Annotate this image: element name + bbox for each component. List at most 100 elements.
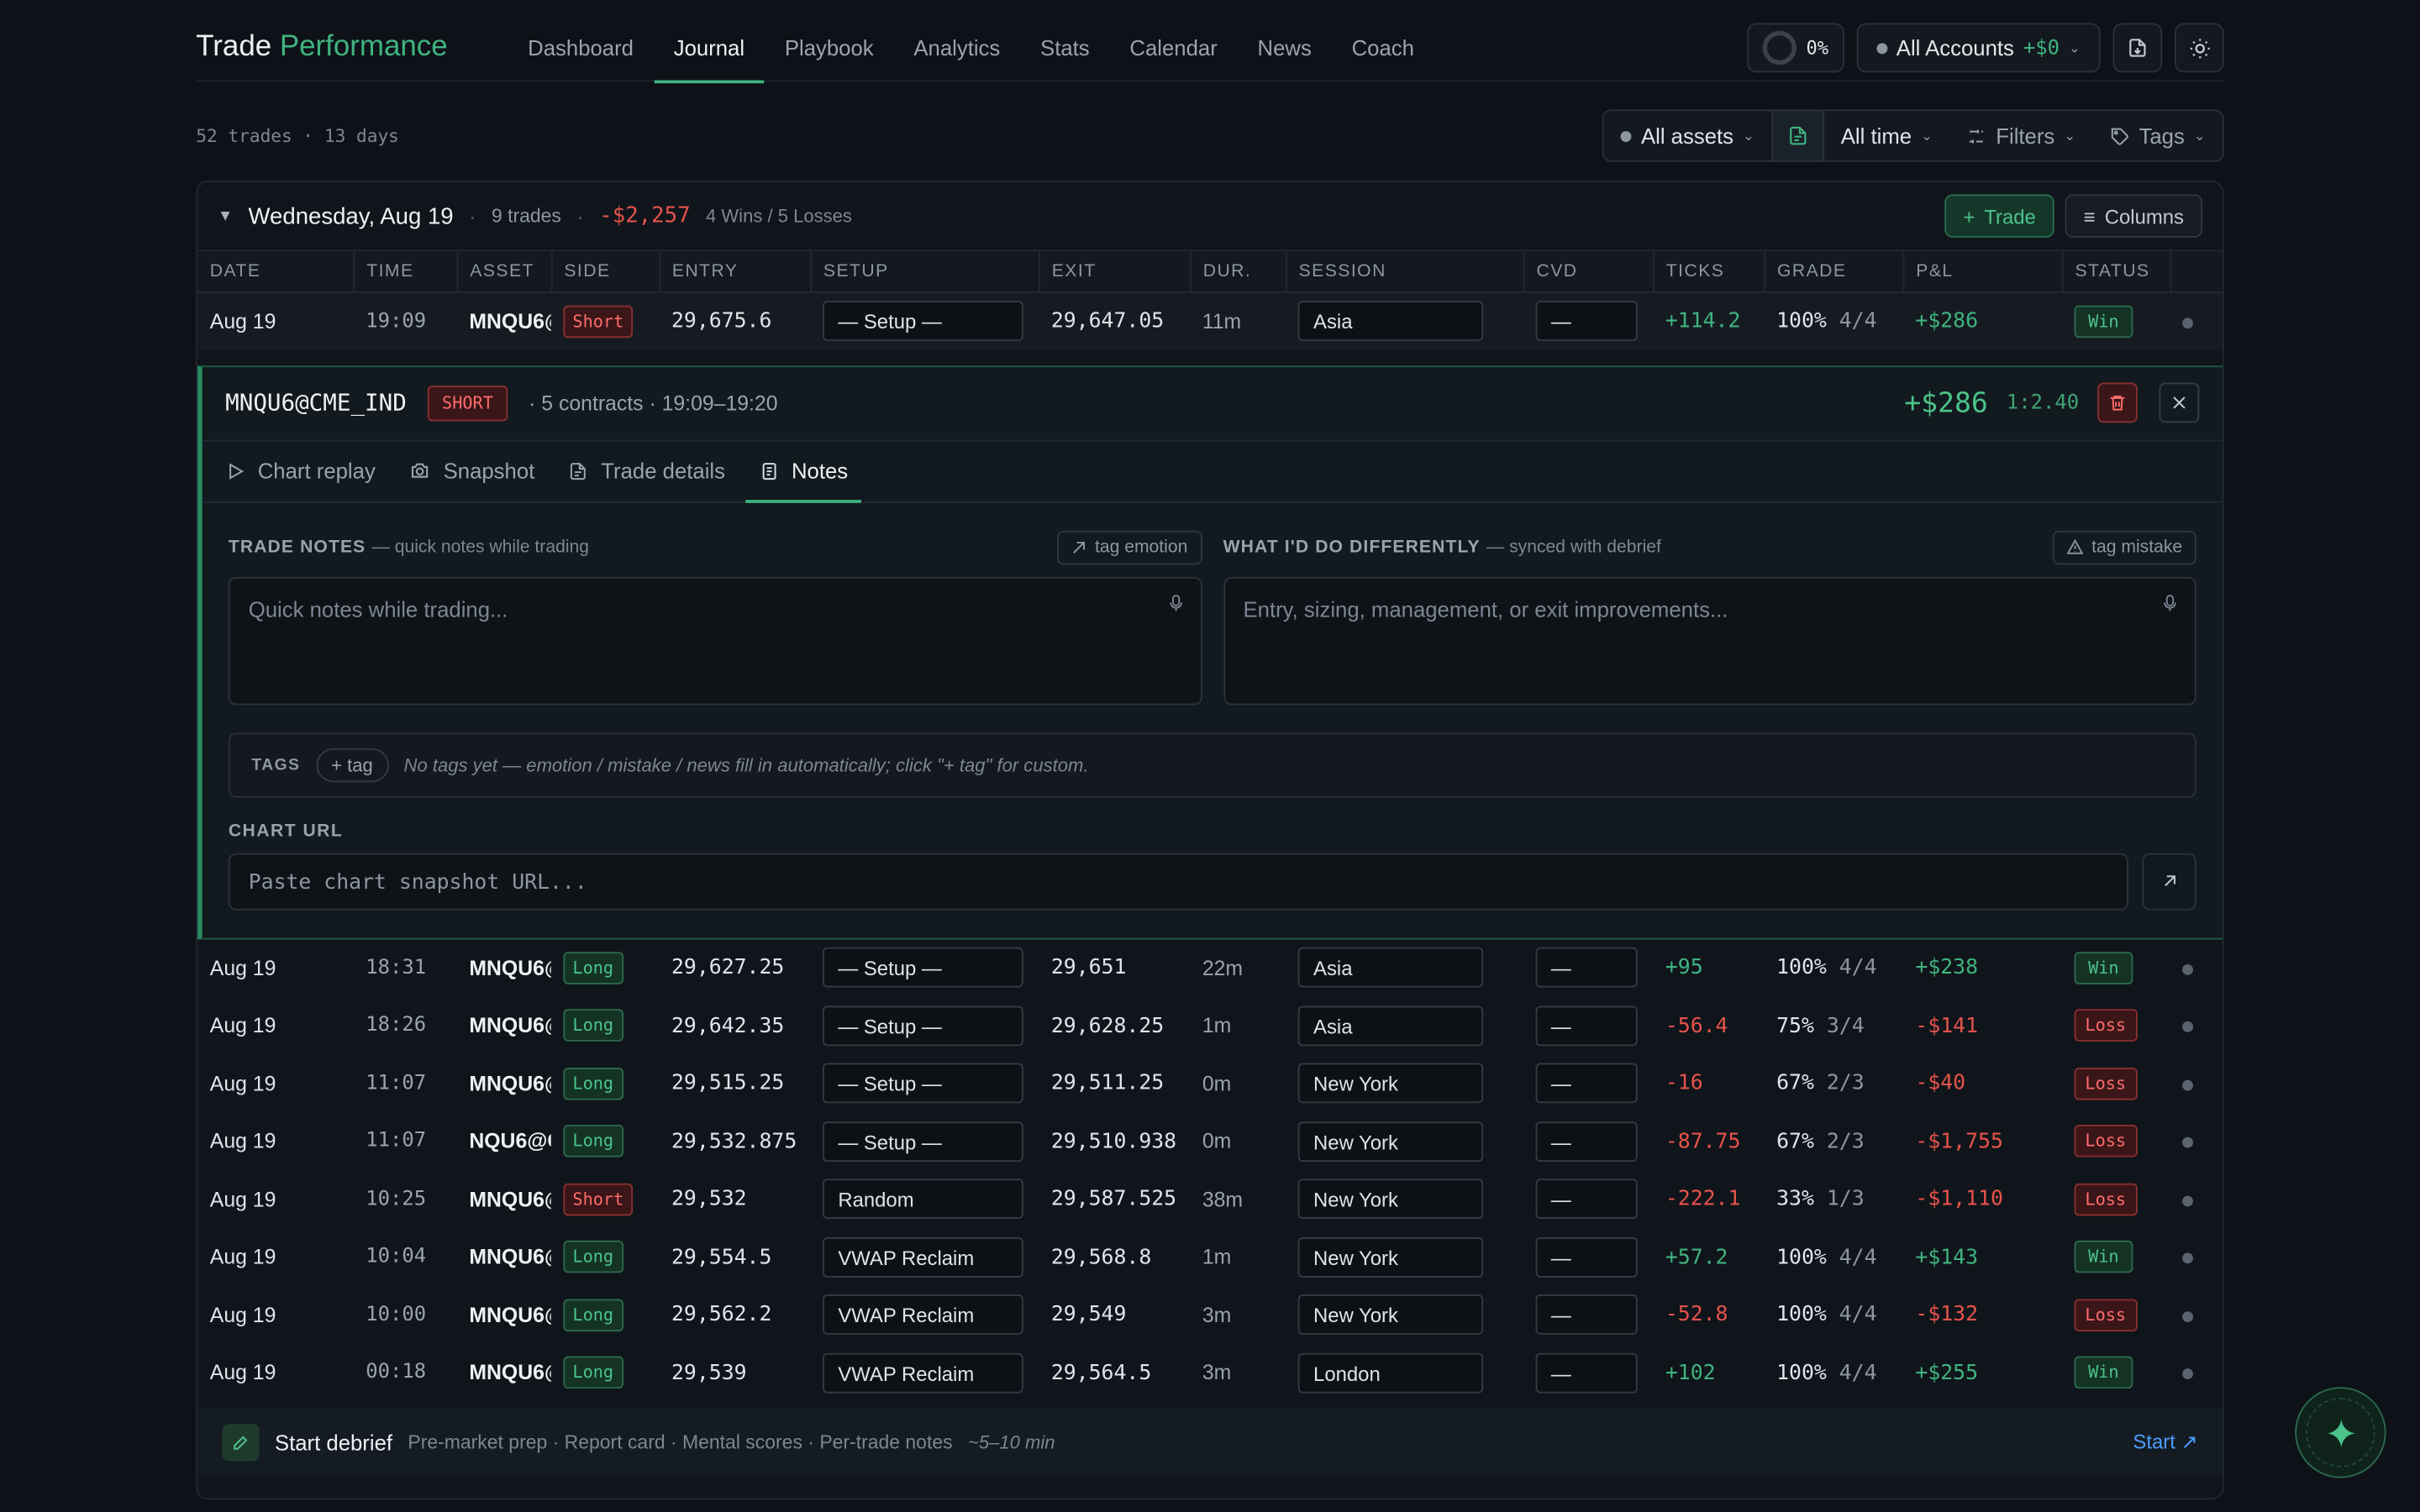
setup-select[interactable]: — Setup — [822, 1121, 1023, 1162]
add-tag-button[interactable]: + tag [315, 747, 389, 782]
cvd-select[interactable]: — [1535, 301, 1638, 341]
session-select[interactable]: New York [1297, 1121, 1484, 1162]
col-side[interactable]: SIDE [550, 251, 660, 293]
tab-trade-details[interactable]: Trade details [555, 440, 739, 501]
row-menu-dot-icon[interactable] [2182, 1195, 2193, 1206]
row-menu-dot-icon[interactable] [2182, 317, 2193, 328]
debrief-bar[interactable]: Start debrief Pre-market prep · Report c… [197, 1407, 2223, 1477]
col-duration[interactable]: DUR. [1190, 251, 1286, 293]
cvd-select[interactable]: — [1535, 1294, 1638, 1336]
progress-indicator[interactable]: 0% [1747, 23, 1844, 73]
microphone-icon[interactable] [1166, 591, 1185, 613]
table-row[interactable]: Aug 19 18:26 MNQU6@ Long 29,642.35 — Setup — 2… [197, 997, 2223, 1055]
setup-select[interactable]: VWAP Reclaim [822, 1236, 1023, 1278]
tags-dropdown[interactable]: Tags ⌄ [2092, 111, 2223, 160]
table-row[interactable]: Aug 19 11:07 MNQU6@ Long 29,515.25 — Setup — 2… [197, 1054, 2223, 1112]
nav-playbook[interactable]: Playbook [784, 35, 874, 60]
setup-select[interactable]: VWAP Reclaim [822, 1352, 1023, 1394]
row-menu-dot-icon[interactable] [2182, 1079, 2193, 1091]
col-entry[interactable]: ENTRY [659, 251, 812, 293]
session-select[interactable]: London [1297, 1352, 1484, 1394]
col-asset[interactable]: ASSET [456, 251, 552, 293]
session-select[interactable]: Asia [1297, 1005, 1484, 1046]
nav-stats[interactable]: Stats [1040, 35, 1090, 60]
table-row[interactable]: Aug 19 00:18 MNQU6@ Long 29,539 VWAP Reclaim 2… [197, 1344, 2223, 1402]
tab-snapshot[interactable]: Snapshot [396, 440, 549, 501]
row-menu-dot-icon[interactable] [2182, 1252, 2193, 1264]
nav-coach[interactable]: Coach [1351, 35, 1414, 60]
cvd-select[interactable]: — [1535, 1063, 1638, 1104]
delete-trade-button[interactable] [2097, 382, 2138, 423]
col-grade[interactable]: GRADE [1764, 251, 1904, 293]
cvd-select[interactable]: — [1535, 1179, 1638, 1220]
add-trade-button[interactable]: + Trade [1944, 194, 2054, 238]
assets-filter[interactable]: All assets ⌄ [1604, 111, 1771, 160]
nav-news[interactable]: News [1257, 35, 1312, 60]
setup-select[interactable]: VWAP Reclaim [822, 1294, 1023, 1336]
open-url-button[interactable] [2142, 852, 2196, 910]
debrief-start-link[interactable]: Start ↗ [2133, 1429, 2198, 1453]
row-menu-dot-icon[interactable] [2182, 1021, 2193, 1033]
col-exit[interactable]: EXIT [1039, 251, 1192, 293]
setup-select[interactable]: — Setup — [822, 948, 1023, 988]
col-ticks[interactable]: TICKS [1653, 251, 1765, 293]
tab-notes[interactable]: Notes [744, 440, 862, 502]
row-menu-dot-icon[interactable] [2182, 1137, 2193, 1148]
time-filter[interactable]: All time ⌄ [1824, 111, 1950, 160]
row-menu-dot-icon[interactable] [2182, 1310, 2193, 1322]
session-select[interactable]: New York [1297, 1179, 1484, 1220]
columns-button[interactable]: ≡ Columns [2065, 194, 2203, 238]
col-pnl[interactable]: P&L [1902, 251, 2063, 293]
row-menu-dot-icon[interactable] [2182, 963, 2193, 975]
cvd-select[interactable]: — [1535, 948, 1638, 988]
col-session[interactable]: SESSION [1286, 251, 1524, 293]
nav-calendar[interactable]: Calendar [1129, 35, 1218, 60]
table-row[interactable]: Aug 19 18:31 MNQU6@ Long 29,627.25 — Setup — 2… [197, 939, 2223, 997]
chart-url-input[interactable]: Paste chart snapshot URL... [228, 852, 2128, 910]
brand-logo[interactable]: Trade Performance [196, 31, 447, 65]
microphone-icon[interactable] [2160, 591, 2179, 613]
setup-select[interactable]: Random [822, 1179, 1023, 1220]
nav-analytics[interactable]: Analytics [913, 35, 1001, 60]
day-header[interactable]: ▼ Wednesday, Aug 19 · 9 trades · -$2,257… [197, 182, 2223, 252]
table-row-selected[interactable]: Aug 19 19:09 MNQU6@ Short 29,675.6 — Set… [197, 291, 2223, 350]
session-select[interactable]: New York [1297, 1236, 1484, 1278]
differently-textarea[interactable]: Entry, sizing, management, or exit impro… [1223, 576, 2196, 705]
table-row[interactable]: Aug 19 10:00 MNQU6@ Long 29,562.2 VWAP Reclai… [197, 1286, 2223, 1344]
notes-filter-toggle[interactable] [1771, 111, 1824, 161]
nav-dashboard[interactable]: Dashboard [528, 35, 634, 60]
accounts-dropdown[interactable]: All Accounts +$0 ⌄ [1856, 23, 2101, 73]
setup-select[interactable]: — Setup — [822, 1063, 1023, 1104]
col-time[interactable]: TIME [353, 251, 458, 293]
col-status[interactable]: STATUS [2061, 251, 2171, 293]
setup-select[interactable]: — Setup — [822, 1005, 1023, 1046]
session-select[interactable]: New York [1297, 1294, 1484, 1336]
trade-notes-textarea[interactable]: Quick notes while trading... [228, 576, 1202, 705]
col-date[interactable]: DATE [197, 251, 355, 293]
cell-dot [2170, 997, 2222, 1055]
close-panel-button[interactable] [2159, 382, 2200, 423]
coach-fab-button[interactable] [2295, 1387, 2386, 1478]
theme-toggle-button[interactable] [2174, 23, 2224, 73]
table-row[interactable]: Aug 19 11:07 NQU6@C Long 29,532.875 — Setup —… [197, 1112, 2223, 1170]
tag-mistake-button[interactable]: tag mistake [2053, 529, 2196, 564]
cvd-select[interactable]: — [1535, 1005, 1638, 1046]
collapse-triangle-icon[interactable]: ▼ [217, 207, 234, 225]
export-button[interactable] [2112, 23, 2163, 73]
session-select[interactable]: Asia [1297, 301, 1484, 341]
nav-journal[interactable]: Journal [653, 14, 765, 83]
col-setup[interactable]: SETUP [810, 251, 1040, 293]
cvd-select[interactable]: — [1535, 1352, 1638, 1394]
session-select[interactable]: Asia [1297, 948, 1484, 988]
cvd-select[interactable]: — [1535, 1236, 1638, 1278]
table-row[interactable]: Aug 19 10:04 MNQU6@ Long 29,554.5 VWAP Reclai… [197, 1228, 2223, 1286]
table-row[interactable]: Aug 19 10:25 MNQU6@ Short 29,532 Random 29,587… [197, 1170, 2223, 1228]
cvd-select[interactable]: — [1535, 1121, 1638, 1162]
row-menu-dot-icon[interactable] [2182, 1368, 2193, 1380]
filters-dropdown[interactable]: Filters ⌄ [1949, 111, 2092, 160]
session-select[interactable]: New York [1297, 1063, 1484, 1104]
setup-select[interactable]: — Setup — [822, 301, 1023, 341]
col-cvd[interactable]: CVD [1523, 251, 1655, 293]
tag-emotion-button[interactable]: tag emotion [1057, 529, 1202, 564]
tab-chart-replay[interactable]: Chart replay [212, 440, 390, 501]
